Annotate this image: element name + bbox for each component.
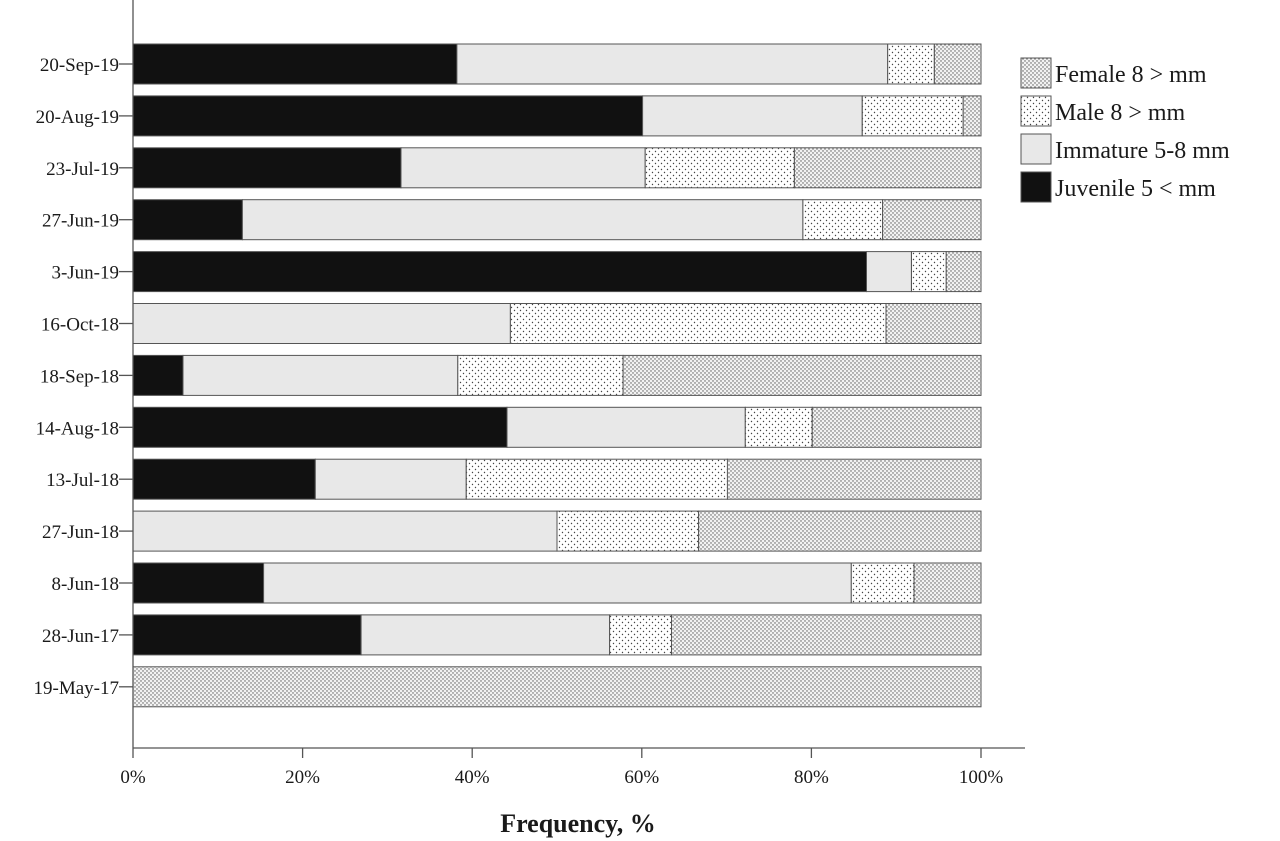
legend-swatch-immature-5-8-mm xyxy=(1020,133,1052,165)
bar-segment-20-aug-19-male-8-mm xyxy=(861,95,964,137)
bar-segment-14-aug-18-immature-5-8-mm xyxy=(506,406,746,448)
y-tick-label: 23-Jul-19 xyxy=(46,159,119,180)
bar-segment-28-jun-17-immature-5-8-mm xyxy=(360,614,611,656)
bar-segment-27-jun-18-male-8-mm xyxy=(556,510,700,552)
x-tick-label: 20% xyxy=(285,767,320,788)
legend-swatch-juvenile-5-mm xyxy=(1020,171,1052,203)
bar-segment-20-sep-19-male-8-mm xyxy=(887,43,935,85)
y-tick-label: 27-Jun-19 xyxy=(42,211,119,232)
bar-segment-3-jun-19-male-8-mm xyxy=(911,251,947,293)
bar-segment-20-aug-19-juvenile-5-mm xyxy=(132,95,644,137)
bar-segment-3-jun-19-female-8-mm xyxy=(945,251,982,293)
bar-segment-8-jun-18-immature-5-8-mm xyxy=(263,562,852,604)
bar-segment-3-jun-19-immature-5-8-mm xyxy=(866,251,912,293)
bar-segment-14-aug-18-female-8-mm xyxy=(811,406,982,448)
bar-segment-16-oct-18-immature-5-8-mm xyxy=(132,303,511,344)
bar-segment-18-sep-18-female-8-mm xyxy=(622,354,982,396)
bar-segment-28-jun-17-juvenile-5-mm xyxy=(132,614,362,656)
x-tick-label: 60% xyxy=(624,767,659,788)
bar-segment-20-aug-19-immature-5-8-mm xyxy=(642,95,863,137)
bar-segment-27-jun-19-male-8-mm xyxy=(802,199,884,241)
y-tick-label: 16-Oct-18 xyxy=(41,315,119,336)
legend: Female 8 > mm Male 8 > mm Immature 5-8 mm J… xyxy=(1020,57,1230,203)
bar-segment-23-jul-19-juvenile-5-mm xyxy=(132,147,402,189)
bar-segment-14-aug-18-male-8-mm xyxy=(744,406,813,448)
bar-segment-13-jul-18-juvenile-5-mm xyxy=(132,458,316,500)
y-tick-label: 19-May-17 xyxy=(34,678,119,699)
axes-group xyxy=(132,0,1025,749)
x-axis-title: Frequency, % xyxy=(500,809,656,838)
bar-segment-13-jul-18-immature-5-8-mm xyxy=(314,458,467,500)
bar-segment-8-jun-18-juvenile-5-mm xyxy=(132,562,265,604)
bar-segment-20-sep-19-female-8-mm xyxy=(933,43,982,85)
y-tick-label: 13-Jul-18 xyxy=(46,470,119,491)
bar-segment-13-jul-18-female-8-mm xyxy=(726,458,982,500)
y-tick-label: 18-Sep-18 xyxy=(40,366,119,387)
bar-segment-23-jul-19-immature-5-8-mm xyxy=(400,147,646,189)
y-tick-label: 20-Sep-19 xyxy=(40,55,119,76)
bar-segment-27-jun-19-immature-5-8-mm xyxy=(241,199,804,241)
y-tick-label: 3-Jun-19 xyxy=(51,263,119,284)
legend-swatch-male-8-mm xyxy=(1020,95,1052,127)
bar-segment-16-oct-18-female-8-mm xyxy=(885,303,982,344)
legend-swatch-female-8-mm xyxy=(1020,57,1052,89)
x-tick-group: 0% 20% 40% 60% 80% 100% xyxy=(120,748,1003,788)
bar-segment-3-jun-19-juvenile-5-mm xyxy=(132,251,867,293)
bar-segment-16-oct-18-male-8-mm xyxy=(509,303,887,344)
y-tick-label: 20-Aug-19 xyxy=(36,107,119,128)
y-tick-label: 8-Jun-18 xyxy=(51,574,119,595)
x-tick-label: 80% xyxy=(794,767,829,788)
bar-segment-20-aug-19-female-8-mm xyxy=(962,95,982,137)
legend-label-male-8-mm: Male 8 > mm xyxy=(1055,100,1186,126)
bar-segment-14-aug-18-juvenile-5-mm xyxy=(132,406,508,448)
bar-segment-23-jul-19-female-8-mm xyxy=(793,147,982,189)
y-tick-label: 14-Aug-18 xyxy=(36,418,119,439)
bar-segment-18-sep-18-immature-5-8-mm xyxy=(182,354,459,396)
legend-label-juvenile-5-mm: Juvenile 5 < mm xyxy=(1055,176,1216,202)
bar-segment-19-may-17-female-8-mm xyxy=(132,666,982,708)
bar-segment-27-jun-19-juvenile-5-mm xyxy=(132,199,243,241)
bars-group xyxy=(132,43,982,708)
bar-segment-27-jun-19-female-8-mm xyxy=(882,199,982,241)
bar-segment-8-jun-18-female-8-mm xyxy=(913,562,982,604)
y-tick-label: 27-Jun-18 xyxy=(42,522,119,543)
y-tick-label: 28-Jun-17 xyxy=(42,626,119,647)
legend-label-immature-5-8-mm: Immature 5-8 mm xyxy=(1055,138,1230,164)
x-tick-label: 0% xyxy=(120,767,146,788)
x-tick-label: 40% xyxy=(455,767,490,788)
legend-label-female-8-mm: Female 8 > mm xyxy=(1055,62,1207,88)
bar-segment-27-jun-18-female-8-mm xyxy=(698,510,982,552)
bar-segment-23-jul-19-male-8-mm xyxy=(644,147,795,189)
x-tick-label: 100% xyxy=(959,767,1004,788)
bar-segment-28-jun-17-male-8-mm xyxy=(609,614,672,656)
bar-segment-28-jun-17-female-8-mm xyxy=(671,614,982,656)
bar-segment-20-sep-19-immature-5-8-mm xyxy=(456,43,889,85)
bar-segment-27-jun-18-immature-5-8-mm xyxy=(132,510,558,552)
y-tick-group: 20-Sep-19 20-Aug-19 23-Jul-19 27-Jun-19 3-Ju… xyxy=(34,55,133,699)
bar-segment-13-jul-18-male-8-mm xyxy=(465,458,728,500)
bar-segment-18-sep-18-male-8-mm xyxy=(457,354,624,396)
bar-segment-8-jun-18-male-8-mm xyxy=(850,562,915,604)
bar-segment-18-sep-18-juvenile-5-mm xyxy=(132,354,184,396)
bar-segment-20-sep-19-juvenile-5-mm xyxy=(132,43,458,85)
